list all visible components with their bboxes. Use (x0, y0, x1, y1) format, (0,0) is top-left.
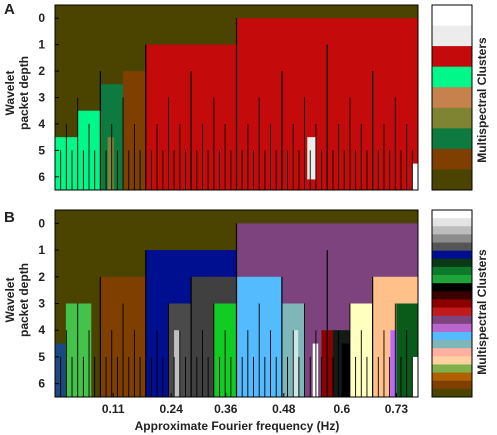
panel-b-colorbar-swatch (432, 299, 472, 308)
panel-b-ytick-label: 4 (38, 323, 45, 337)
panel-a-colorbar-swatch (432, 87, 472, 109)
panel-b-xtick-label: 0.6 (333, 402, 350, 416)
panel-a-colorbar-swatch (432, 128, 472, 150)
panel-a-cluster-block (412, 163, 419, 190)
panel-b-colorbar-swatch (432, 388, 472, 398)
panel-a-ytick-label: 0 (38, 11, 45, 25)
panel-b-colorbar-swatch (432, 291, 472, 300)
panel-b-colorbar-swatch (432, 266, 472, 276)
panel-b-colorbar-swatch (432, 307, 472, 317)
panel-b-colorbar-label: Multispectral Clusters (475, 249, 489, 375)
panel-b-colorbar-swatch (432, 275, 472, 284)
panel-a-colorbar-swatch (432, 66, 472, 88)
panel-a-letter: A (4, 1, 15, 18)
panel-b-cluster-block (312, 343, 319, 397)
panel-b-ytick-label: 3 (38, 297, 45, 311)
panel-a-colorbar-swatch (432, 148, 472, 170)
panel-b-colorbar-swatch (432, 315, 472, 325)
panel-b-ylabel-line2: packet depth (17, 263, 31, 337)
x-axis-label: Approximate Fourier frequency (Hz) (135, 419, 340, 433)
panel-b-ytick-label: 6 (38, 377, 45, 391)
panel-b-colorbar-swatch (432, 258, 472, 268)
panel-b-colorbar-swatch (432, 380, 472, 390)
panel-a-colorbar-swatch (432, 46, 472, 68)
panel-b-ytick-label: 5 (38, 350, 45, 364)
panel-a-colorbar-swatch (432, 107, 472, 129)
panel-b-colorbar-swatch (432, 323, 472, 333)
panel-b-colorbar-swatch (432, 210, 472, 219)
panel-b-cluster-block (65, 303, 92, 397)
panel-a-cluster-block (107, 137, 114, 190)
panel-b-letter: B (4, 209, 15, 226)
panel-b-plot: 0 1 2 3 4 5 6 0.11 0.24 0.36 0.48 0.6 0.73 (38, 209, 419, 416)
panel-a-colorbar-swatch (432, 25, 472, 47)
panel-a-ytick-label: 2 (38, 64, 45, 78)
panel-a-colorbar-label: Multispectral Clusters (475, 37, 489, 163)
panel-a-colorbar (431, 4, 473, 191)
panel-b-colorbar-swatch (432, 348, 472, 357)
panel-b-cluster-block (412, 356, 419, 397)
panel-b-colorbar-swatch (432, 356, 472, 365)
panel-a-colorbar-swatch (432, 169, 472, 191)
panel-a-plot: 0 1 2 3 4 5 6 (38, 4, 419, 191)
panel-b-xtick-label: 0.24 (160, 402, 184, 416)
panel-b-colorbar-swatch (432, 340, 472, 349)
panel-a-ytick-label: 4 (38, 117, 45, 131)
panel-b-xtick-label: 0.11 (102, 402, 125, 416)
panel-b-cluster-block (174, 330, 180, 397)
panel-a-ytick-label: 6 (38, 170, 45, 184)
panel-b-ylabel-line1: Wavelet (3, 278, 17, 323)
panel-a-ytick-label: 3 (38, 91, 45, 105)
panel-b-colorbar-swatch (432, 372, 472, 382)
panel-b-colorbar-swatch (432, 250, 472, 260)
panel-b-colorbar-swatch (432, 234, 472, 243)
panel-b-xtick-label: 0.36 (214, 402, 238, 416)
panel-a-ytick-label: 1 (38, 38, 45, 52)
panel-a-colorbar-frame (431, 4, 473, 191)
panel-a-ytick-label: 5 (38, 143, 45, 157)
panel-a-cluster-block (307, 137, 316, 180)
panel-b-ytick-label: 2 (38, 270, 45, 284)
panel-b-colorbar-swatch (432, 242, 472, 252)
panel-b-ytick-label: 0 (38, 216, 45, 230)
panel-b-colorbar-swatch (432, 226, 472, 235)
panel-b-cluster-block (341, 343, 350, 397)
panel-b-colorbar-swatch (432, 364, 472, 374)
panel-b-xtick-label: 0.73 (385, 402, 409, 416)
panel-b-cluster-block (390, 330, 397, 397)
panel-a-ylabel-line2: packet depth (17, 56, 31, 130)
panel-a-colorbar-swatch (432, 5, 472, 26)
panel-a-ylabel-line1: Wavelet (3, 71, 17, 116)
panel-b-colorbar-swatch (432, 218, 472, 227)
panel-b-cluster-block (292, 330, 299, 397)
panel-b-colorbar-frame (431, 209, 473, 398)
panel-b-xtick-label: 0.48 (272, 402, 296, 416)
panel-b-ytick-label: 1 (38, 243, 45, 257)
panel-b-colorbar (431, 209, 473, 398)
panel-b-colorbar-swatch (432, 331, 472, 341)
panel-b-colorbar-swatch (432, 283, 472, 292)
